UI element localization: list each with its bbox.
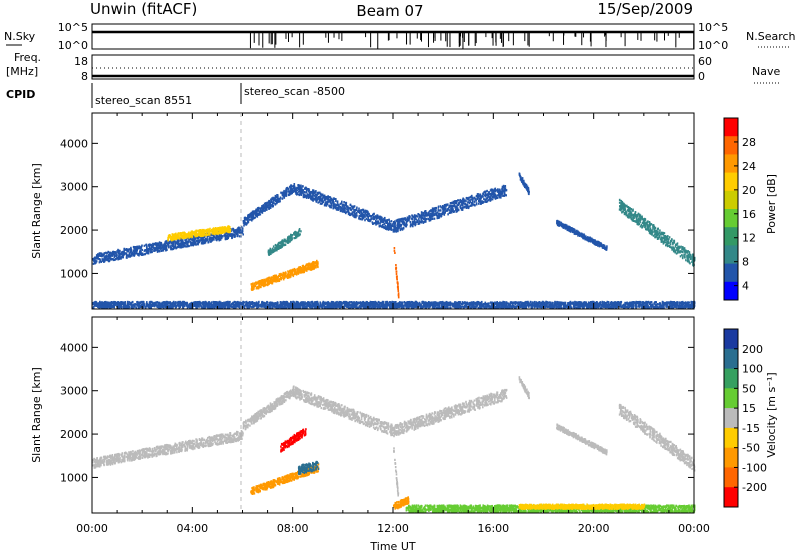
station-title: Unwin (fitACF) [90,0,197,18]
colorbar-tick-label: 100 [742,363,763,376]
y-tick-label: 4000 [60,137,88,150]
colorbar-segment [724,264,738,283]
colorbar-tick-label: 8 [742,256,749,269]
colorbar-tick-label: -100 [742,461,767,474]
colorbar-segment [724,154,738,173]
colorbar-tick-label: -15 [742,422,760,435]
velocity-y-label: Slant Range [km] [30,367,43,463]
cpid-segment-1: stereo_scan -8500 [244,85,345,98]
colorbar-tick-label: 12 [742,232,756,245]
colorbar-segment [724,173,738,192]
scatter-region-13 [519,504,646,511]
colorbar-segment [724,118,738,137]
y-tick-label: 3000 [60,385,88,398]
x-axis: 00:00 04:00 08:00 12:00 16:00 20:00 00:00 [76,522,710,535]
colorbar-segment [724,369,738,389]
colorbar-segment [724,349,738,369]
colorbar-tick-label: 20 [742,184,756,197]
x-tick-label: 20:00 [578,522,610,535]
colorbar-tick-label: 15 [742,402,756,415]
colorbar-segment [724,136,738,155]
power-colorbar-label: Power [dB] [765,174,778,234]
x-tick-label: 00:00 [76,522,108,535]
nave-label: Nave [752,65,780,78]
freq-tick-top: 18 [74,55,88,68]
x-tick-label: 08:00 [277,522,309,535]
colorbar-tick-label: 200 [742,343,763,356]
x-tick-label: 00:00 [678,522,710,535]
colorbar-segment [724,467,738,487]
nsky-tick-bottom: 10^0 [58,39,88,52]
colorbar-tick-label: 28 [742,136,756,149]
colorbar-segment [724,388,738,408]
freq-tick-bottom: 8 [81,70,88,83]
cpid-row: CPID stereo_scan 8551 stereo_scan -8500 [6,83,345,108]
y-tick-label: 4000 [60,341,88,354]
velocity-panel: 1000 2000 3000 4000 Slant Range [km] [30,317,696,514]
colorbar-segment [724,448,738,468]
cpid-segment-0: stereo_scan 8551 [95,94,192,107]
x-axis-label: Time UT [369,540,415,553]
colorbar-segment [724,227,738,246]
scatter-region-11 [92,301,695,309]
x-tick-label: 16:00 [477,522,509,535]
colorbar-segment [724,329,738,349]
beam-title: Beam 07 [356,2,423,20]
y-tick-label: 3000 [60,181,88,194]
colorbar-tick-label: 50 [742,382,756,395]
colorbar-tick-label: -200 [742,481,767,494]
y-tick-label: 2000 [60,224,88,237]
nsky-panel: N.Sky 10^5 10^0 10^5 10^0 N.Search [4,21,796,52]
date-title: 15/Sep/2009 [597,0,693,18]
colorbar-segment [724,408,738,428]
colorbar-segment [724,191,738,210]
nsky-label: N.Sky [4,30,36,43]
colorbar-segment [724,209,738,228]
freq-label: Freq. [14,51,41,64]
colorbar-tick-label: 4 [742,280,749,293]
colorbar-segment [724,428,738,448]
nsky-tick-top: 10^5 [58,21,88,34]
nsearch-tick-top: 10^5 [698,21,728,34]
velocity-colorbar-label: Velocity [m s⁻¹] [765,372,778,457]
cpid-label: CPID [6,88,35,101]
colorbar-segment [724,282,738,301]
velocity-colorbar: 200 100 50 15 -15 -50 -100 -200 [724,329,767,508]
power-y-label: Slant Range [km] [30,163,43,259]
colorbar-tick-label: 16 [742,208,756,221]
colorbar-tick-label: 24 [742,160,756,173]
freq-panel: Freq. [MHz] 18 8 60 0 Nave [6,51,780,83]
y-tick-label: 2000 [60,428,88,441]
freq-unit-label: [MHz] [6,65,38,78]
nsearch-tick-bottom: 10^0 [698,39,728,52]
x-tick-label: 04:00 [176,522,208,535]
colorbar-segment [724,487,738,507]
y-tick-label: 1000 [60,267,88,280]
nave-tick-top: 60 [698,55,712,68]
x-tick-label: 12:00 [377,522,409,535]
power-panel: 1000 2000 3000 4000 Slant Range [km] [30,113,696,309]
y-tick-label: 1000 [60,471,88,484]
power-colorbar: 28 24 20 16 12 8 4 [724,118,756,301]
colorbar-tick-label: -50 [742,442,760,455]
nsearch-trace [250,32,693,49]
nsearch-label: N.Search [746,30,796,43]
nave-tick-bottom: 0 [698,70,705,83]
